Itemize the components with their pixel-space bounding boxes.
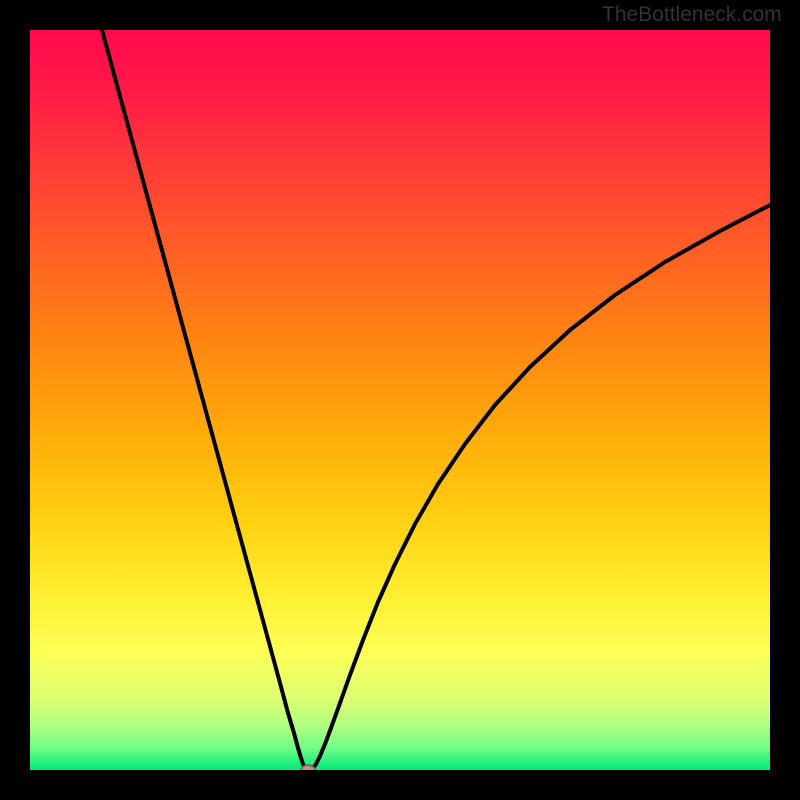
optimal-point-marker	[301, 765, 315, 770]
plot-area	[30, 30, 770, 770]
chart-container: TheBottleneck.com	[0, 0, 800, 800]
watermark-text: TheBottleneck.com	[602, 3, 782, 27]
bottleneck-curve	[30, 30, 770, 770]
